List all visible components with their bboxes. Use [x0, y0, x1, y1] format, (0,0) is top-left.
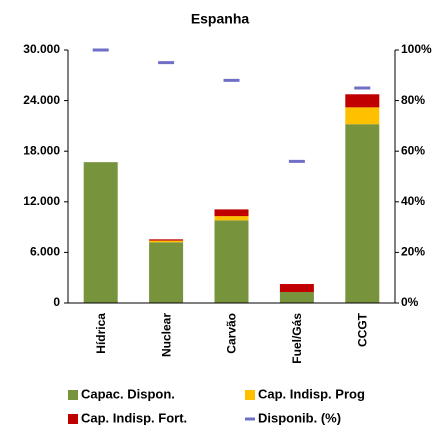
bar-segment	[149, 240, 184, 243]
legend-label: Cap. Indisp. Fort.	[81, 410, 187, 425]
y-tick-label: 12.000	[23, 194, 60, 208]
bar-segment	[279, 292, 314, 303]
bar-segment	[345, 124, 380, 303]
legend-label: Disponib. (%)	[258, 410, 341, 425]
y2-tick-label: 0%	[401, 295, 419, 309]
y-tick-label: 6.000	[30, 245, 60, 259]
bar-segment	[214, 209, 249, 217]
x-tick-label: CCGT	[355, 312, 369, 347]
y2-tick-label: 20%	[401, 245, 425, 259]
bar-segment	[345, 94, 380, 108]
bar-segment	[279, 284, 314, 293]
y2-tick-label: 40%	[401, 194, 425, 208]
bar-segment	[149, 239, 184, 241]
y-tick-label: 30.000	[23, 42, 60, 56]
x-tick-label: Hídrica	[94, 313, 108, 354]
bar-segment	[83, 162, 118, 303]
y-tick-label: 0	[53, 295, 60, 309]
legend-label: Cap. Indisp. Prog	[258, 386, 365, 401]
y-tick-label: 24.000	[23, 93, 60, 107]
y2-tick-label: 80%	[401, 93, 425, 107]
bar-segment	[214, 220, 249, 303]
legend-marker	[245, 390, 255, 400]
x-tick-label: Carvão	[225, 313, 239, 354]
y-tick-label: 18.000	[23, 143, 60, 157]
legend-marker	[68, 390, 78, 400]
y2-tick-label: 60%	[401, 143, 425, 157]
legend-label: Capac. Dispon.	[81, 386, 175, 401]
legend-marker	[68, 414, 78, 424]
y2-tick-label: 100%	[401, 42, 432, 56]
bar-segment	[345, 107, 380, 125]
bar-segment	[214, 216, 249, 221]
x-tick-label: Nuclear	[159, 313, 173, 357]
x-tick-label: Fuel/Gás	[290, 313, 304, 364]
bar-segment	[149, 242, 184, 303]
chart-title: Espanha	[191, 11, 250, 27]
